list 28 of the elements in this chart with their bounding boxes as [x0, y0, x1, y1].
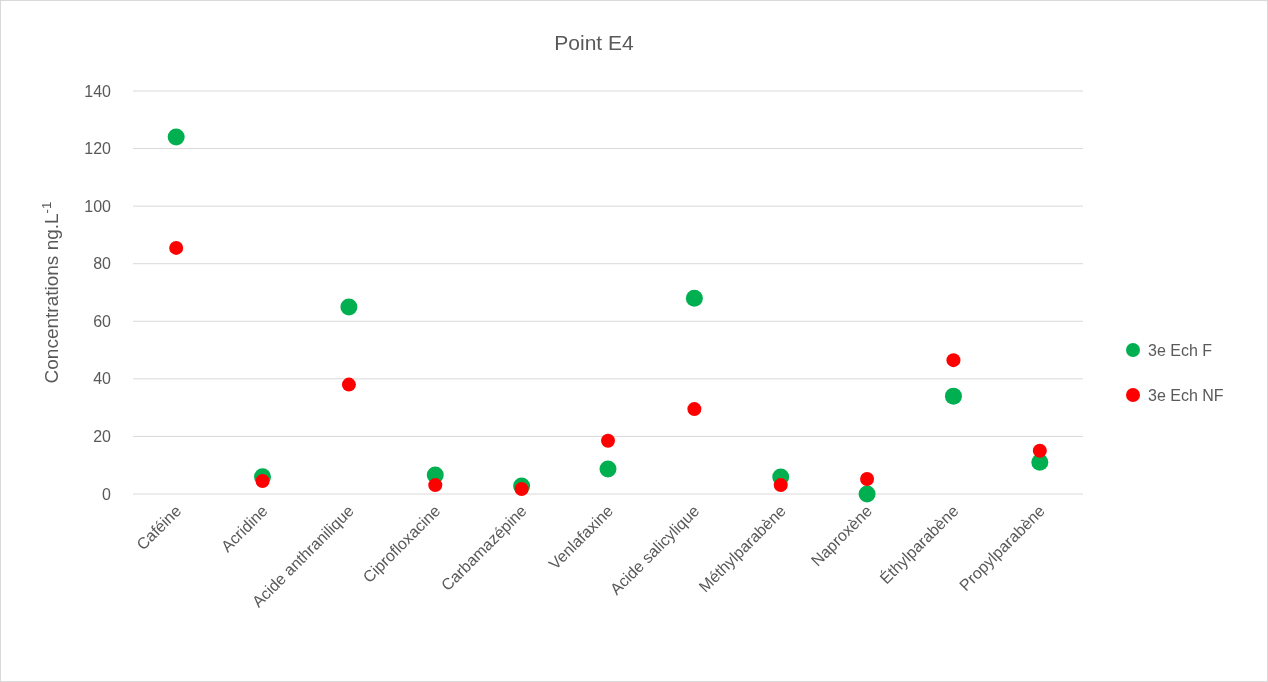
y-tick-label: 120 — [84, 140, 112, 158]
point — [860, 472, 875, 487]
y-tick-label: 80 — [93, 255, 112, 273]
point — [858, 485, 876, 503]
point — [773, 478, 788, 493]
point — [685, 289, 703, 307]
point — [946, 353, 961, 368]
point — [514, 482, 529, 497]
y-tick-label: 20 — [93, 428, 112, 446]
y-tick-label: 60 — [93, 312, 112, 330]
point — [341, 377, 356, 392]
point — [167, 128, 185, 146]
point — [169, 240, 184, 255]
point — [255, 474, 270, 489]
point — [1032, 443, 1047, 458]
point — [340, 298, 358, 316]
point — [601, 433, 615, 448]
chart-title: Point E4 — [554, 31, 635, 54]
point — [428, 478, 443, 493]
y-tick-label: 0 — [102, 485, 112, 503]
point — [599, 460, 617, 478]
y-tick-label: 100 — [84, 197, 112, 215]
point — [944, 387, 962, 405]
y-tick-label: 140 — [84, 82, 112, 100]
legend-label: 3e Ech F — [1148, 341, 1213, 359]
point — [687, 402, 702, 417]
y-tick-label: 40 — [93, 370, 112, 388]
legend-label: 3e Ech NF — [1148, 386, 1224, 404]
